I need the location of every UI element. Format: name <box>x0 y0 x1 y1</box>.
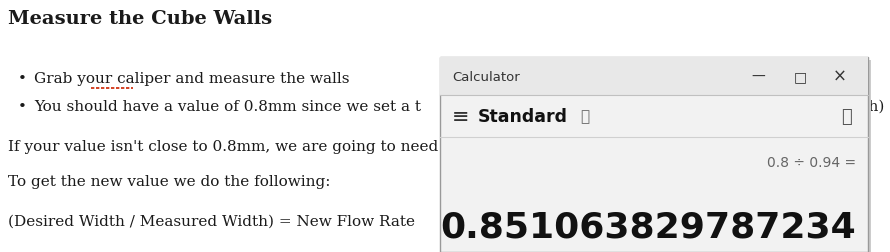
FancyBboxPatch shape <box>440 58 868 252</box>
Text: If your value isn't close to 0.8mm, we are going to need: If your value isn't close to 0.8mm, we a… <box>8 139 438 153</box>
Text: ≡: ≡ <box>452 107 470 127</box>
Text: 矩: 矩 <box>580 109 589 124</box>
Text: Calculator: Calculator <box>452 70 520 83</box>
FancyBboxPatch shape <box>440 58 868 96</box>
Text: You should have a value of 0.8mm since we set a t: You should have a value of 0.8mm since w… <box>34 100 421 114</box>
Text: Grab your caliper and measure the walls: Grab your caliper and measure the walls <box>34 72 350 86</box>
Text: ch): ch) <box>861 100 885 114</box>
Text: Measure the Cube Walls: Measure the Cube Walls <box>8 10 272 28</box>
Text: Standard: Standard <box>478 108 568 125</box>
Text: 0.8 ÷ 0.94 =: 0.8 ÷ 0.94 = <box>767 155 856 169</box>
Text: ⌛: ⌛ <box>841 108 852 125</box>
Text: —: — <box>751 70 765 84</box>
Text: 0.851063829787234: 0.851063829787234 <box>441 210 856 244</box>
Text: ×: × <box>833 68 847 86</box>
Text: •: • <box>18 100 27 114</box>
Text: •: • <box>18 72 27 86</box>
Text: To get the new value we do the following:: To get the new value we do the following… <box>8 174 330 188</box>
FancyBboxPatch shape <box>443 61 871 252</box>
Text: (Desired Width / Measured Width) = New Flow Rate: (Desired Width / Measured Width) = New F… <box>8 214 415 228</box>
Text: □: □ <box>794 70 806 84</box>
